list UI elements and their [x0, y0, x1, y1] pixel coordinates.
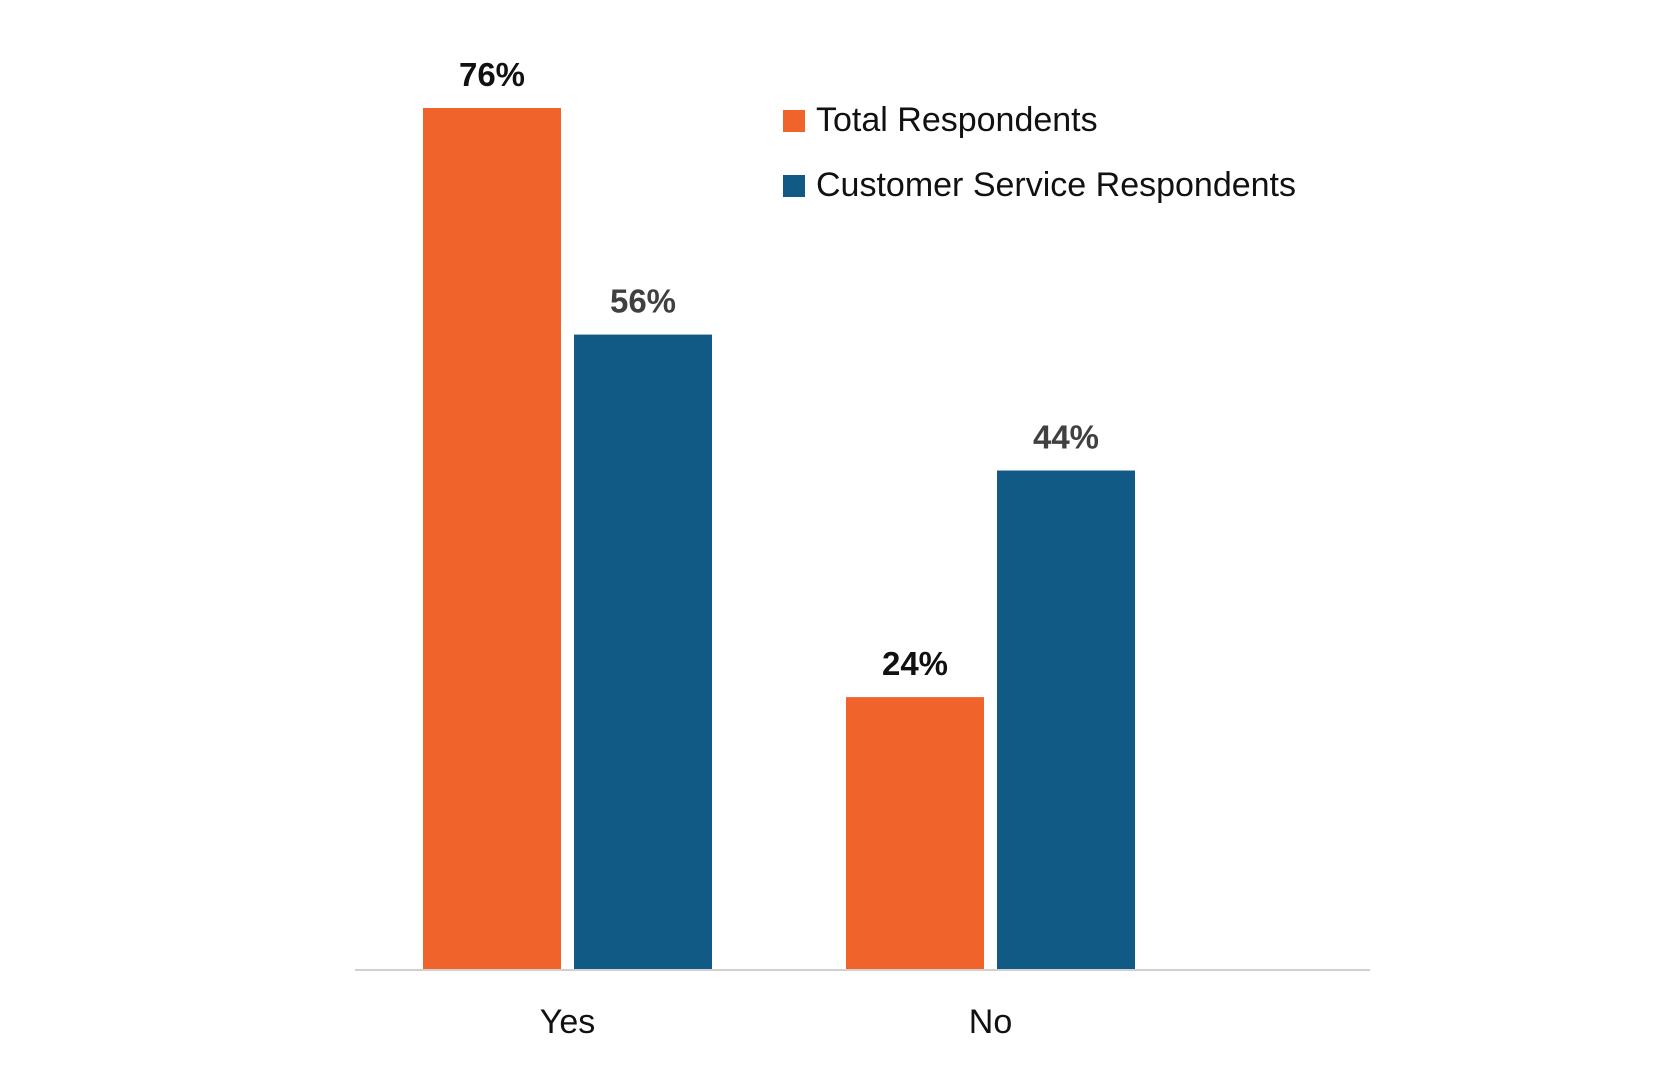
legend-label-series-2: Customer Service Respondents	[816, 166, 1296, 204]
bar-yes-series-1	[423, 108, 561, 969]
data-label-yes-series-1: 76%	[459, 56, 525, 93]
data-label-no-series-2: 44%	[1033, 419, 1099, 456]
bar-no-series-1	[846, 697, 984, 969]
bars-layer	[423, 108, 1135, 969]
legend: Total Respondents Customer Service Respon…	[783, 101, 1296, 204]
data-label-no-series-1: 24%	[882, 645, 948, 682]
bar-yes-series-2	[574, 334, 712, 969]
x-tick-label-no: No	[969, 1003, 1012, 1041]
data-labels-layer: 76% 56% 24% 44%	[459, 56, 1099, 682]
data-label-yes-series-2: 56%	[610, 283, 676, 320]
legend-swatch-series-2	[783, 175, 805, 197]
legend-label-series-1: Total Respondents	[816, 101, 1098, 139]
x-tick-labels: Yes No	[540, 1003, 1012, 1041]
x-tick-label-yes: Yes	[540, 1003, 595, 1041]
legend-swatch-series-1	[783, 110, 805, 132]
bar-no-series-2	[997, 470, 1135, 969]
